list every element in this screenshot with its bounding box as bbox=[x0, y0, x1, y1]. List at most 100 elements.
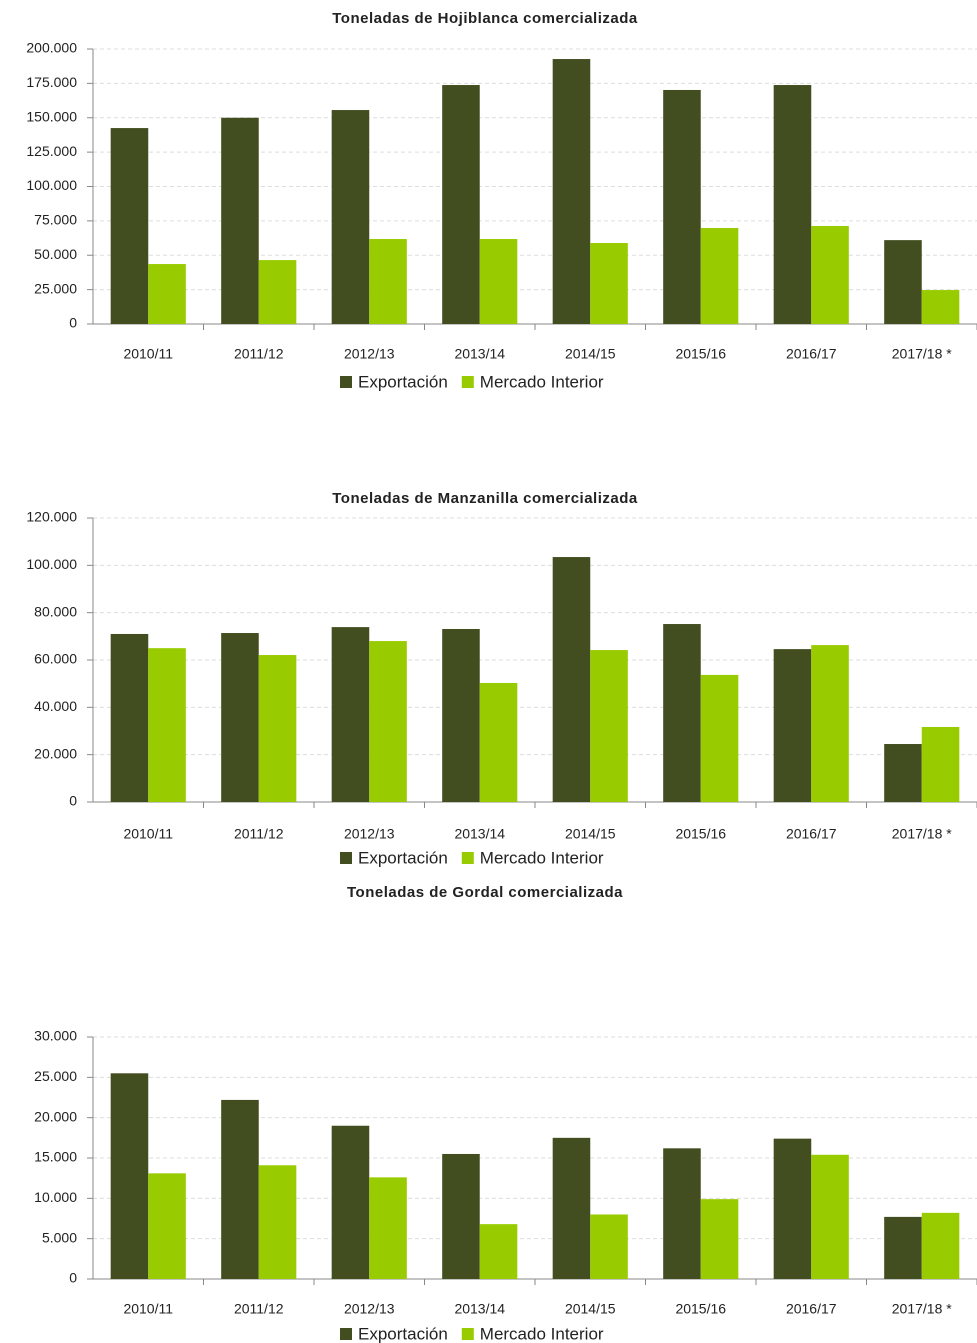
legend-swatch bbox=[461, 1328, 474, 1340]
y-tick-label: 50.000 bbox=[34, 246, 77, 262]
bar bbox=[590, 243, 628, 324]
bar bbox=[921, 290, 960, 324]
chart-title: Toneladas de Hojiblanca comercializada bbox=[332, 10, 638, 27]
y-tick-label: 75.000 bbox=[34, 212, 77, 228]
x-tick-label: 2014/15 bbox=[565, 346, 616, 362]
x-tick-label: 2011/12 bbox=[234, 346, 284, 362]
y-tick-label: 100.000 bbox=[26, 177, 77, 193]
x-tick-label: 2016/17 bbox=[786, 346, 837, 362]
bar bbox=[148, 264, 186, 324]
x-tick-label: 2012/13 bbox=[344, 1301, 395, 1317]
y-tick-label: 25.000 bbox=[34, 1068, 77, 1084]
bar bbox=[773, 649, 812, 802]
y-tick-label: 0 bbox=[69, 315, 77, 331]
chart-title: Toneladas de Manzanilla comercializada bbox=[332, 490, 638, 507]
y-tick-label: 200.000 bbox=[26, 40, 77, 56]
legend-label: Exportación bbox=[358, 848, 448, 867]
y-tick-label: 0 bbox=[69, 793, 77, 809]
x-tick-label: 2013/14 bbox=[454, 826, 505, 842]
legend-label: Mercado Interior bbox=[480, 372, 604, 391]
legend-swatch bbox=[340, 376, 352, 388]
bar bbox=[921, 726, 960, 802]
bar bbox=[110, 1073, 149, 1279]
y-tick-label: 60.000 bbox=[34, 651, 77, 667]
bar bbox=[663, 624, 701, 802]
y-tick-label: 25.000 bbox=[34, 280, 77, 296]
legend-swatch bbox=[461, 376, 474, 388]
bar bbox=[590, 1214, 628, 1279]
bar bbox=[369, 239, 407, 324]
y-tick-label: 120.000 bbox=[26, 509, 77, 525]
bar bbox=[921, 1212, 960, 1279]
bar bbox=[442, 628, 480, 802]
x-tick-label: 2013/14 bbox=[454, 1301, 505, 1317]
x-tick-label: 2017/18 * bbox=[892, 826, 952, 842]
bar bbox=[884, 1216, 922, 1279]
bar bbox=[369, 641, 407, 802]
bar bbox=[331, 1125, 370, 1279]
x-tick-label: 2014/15 bbox=[565, 826, 616, 842]
bar bbox=[884, 240, 922, 324]
bar bbox=[552, 1137, 591, 1279]
bar bbox=[148, 1173, 186, 1279]
bar bbox=[479, 682, 518, 802]
x-tick-label: 2015/16 bbox=[675, 346, 726, 362]
bar bbox=[110, 128, 149, 324]
x-tick-label: 2013/14 bbox=[454, 346, 505, 362]
y-tick-label: 125.000 bbox=[26, 143, 77, 159]
x-tick-label: 2012/13 bbox=[344, 346, 395, 362]
legend-swatch bbox=[461, 852, 474, 864]
y-tick-label: 30.000 bbox=[34, 1028, 77, 1044]
bar bbox=[258, 260, 297, 324]
chart: Toneladas de Hojiblanca comercializada 0 2… bbox=[26, 10, 977, 391]
legend-label: Mercado Interior bbox=[480, 848, 604, 867]
bar bbox=[148, 648, 186, 802]
x-tick-label: 2011/12 bbox=[234, 826, 284, 842]
bar bbox=[552, 59, 591, 324]
legend-label: Mercado Interior bbox=[480, 1324, 604, 1343]
legend-swatch bbox=[340, 852, 352, 864]
chart-title: Toneladas de Gordal comercializada bbox=[347, 884, 623, 901]
x-tick-label: 2010/11 bbox=[123, 826, 173, 842]
chart: Toneladas de Gordal comercializada 0 5.000… bbox=[34, 884, 977, 1343]
bar bbox=[479, 1224, 518, 1279]
x-tick-label: 2017/18 * bbox=[892, 346, 952, 362]
bar bbox=[700, 1199, 739, 1279]
bar bbox=[442, 1153, 480, 1279]
x-tick-label: 2015/16 bbox=[675, 1301, 726, 1317]
bar bbox=[811, 645, 849, 802]
y-tick-label: 40.000 bbox=[34, 698, 77, 714]
y-tick-label: 175.000 bbox=[26, 74, 77, 90]
bar bbox=[811, 225, 849, 324]
legend-label: Exportación bbox=[358, 372, 448, 391]
x-tick-label: 2015/16 bbox=[675, 826, 726, 842]
x-tick-label: 2016/17 bbox=[786, 826, 837, 842]
bar bbox=[590, 650, 628, 802]
bar bbox=[258, 1165, 297, 1279]
y-tick-label: 150.000 bbox=[26, 108, 77, 124]
bar bbox=[700, 228, 739, 324]
bar bbox=[773, 85, 812, 325]
bar bbox=[221, 117, 259, 324]
bar bbox=[884, 744, 922, 802]
bar bbox=[663, 1148, 701, 1279]
bar bbox=[369, 1177, 407, 1279]
x-tick-label: 2011/12 bbox=[234, 1301, 284, 1317]
y-tick-label: 0 bbox=[69, 1270, 77, 1286]
bar bbox=[221, 1099, 259, 1279]
bar bbox=[258, 655, 297, 802]
x-tick-label: 2017/18 * bbox=[892, 1301, 952, 1317]
chart: Toneladas de Manzanilla comercializada 0 2… bbox=[26, 490, 977, 867]
x-tick-label: 2010/11 bbox=[123, 1301, 173, 1317]
x-tick-label: 2014/15 bbox=[565, 1301, 616, 1317]
bar bbox=[221, 633, 259, 802]
y-tick-label: 15.000 bbox=[34, 1149, 77, 1165]
x-tick-label: 2010/11 bbox=[123, 346, 173, 362]
y-tick-label: 20.000 bbox=[34, 745, 77, 761]
y-tick-label: 10.000 bbox=[34, 1189, 77, 1205]
bar bbox=[811, 1154, 849, 1279]
x-tick-label: 2012/13 bbox=[344, 826, 395, 842]
bar bbox=[331, 627, 370, 802]
